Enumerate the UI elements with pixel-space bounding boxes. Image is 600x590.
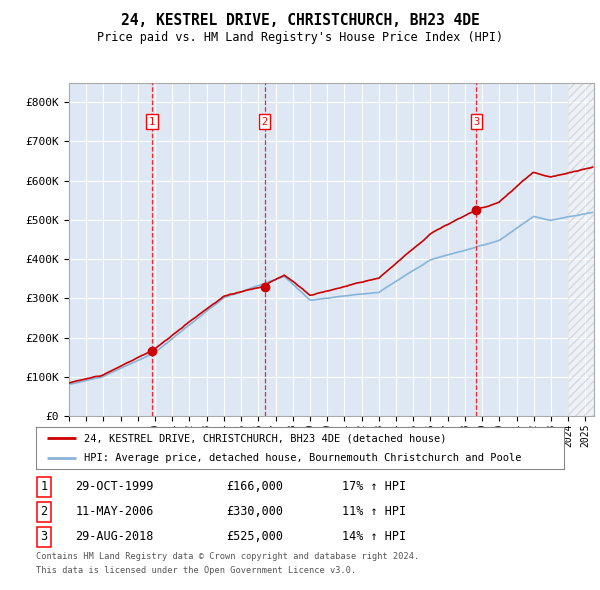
Text: 3: 3 — [40, 530, 47, 543]
Text: £525,000: £525,000 — [226, 530, 283, 543]
Text: Price paid vs. HM Land Registry's House Price Index (HPI): Price paid vs. HM Land Registry's House … — [97, 31, 503, 44]
Text: 14% ↑ HPI: 14% ↑ HPI — [342, 530, 406, 543]
Text: 3: 3 — [473, 117, 479, 127]
Text: £166,000: £166,000 — [226, 480, 283, 493]
Text: 2: 2 — [262, 117, 268, 127]
Text: 11% ↑ HPI: 11% ↑ HPI — [342, 505, 406, 519]
Text: 1: 1 — [40, 480, 47, 493]
Text: HPI: Average price, detached house, Bournemouth Christchurch and Poole: HPI: Average price, detached house, Bour… — [83, 454, 521, 463]
Text: 2: 2 — [40, 505, 47, 519]
Text: This data is licensed under the Open Government Licence v3.0.: This data is licensed under the Open Gov… — [36, 566, 356, 575]
Text: Contains HM Land Registry data © Crown copyright and database right 2024.: Contains HM Land Registry data © Crown c… — [36, 552, 419, 560]
Text: 24, KESTREL DRIVE, CHRISTCHURCH, BH23 4DE (detached house): 24, KESTREL DRIVE, CHRISTCHURCH, BH23 4D… — [83, 434, 446, 444]
Text: 17% ↑ HPI: 17% ↑ HPI — [342, 480, 406, 493]
Text: 29-AUG-2018: 29-AUG-2018 — [76, 530, 154, 543]
Text: 24, KESTREL DRIVE, CHRISTCHURCH, BH23 4DE: 24, KESTREL DRIVE, CHRISTCHURCH, BH23 4D… — [121, 13, 479, 28]
Text: 29-OCT-1999: 29-OCT-1999 — [76, 480, 154, 493]
Text: £330,000: £330,000 — [226, 505, 283, 519]
Text: 1: 1 — [149, 117, 155, 127]
Text: 11-MAY-2006: 11-MAY-2006 — [76, 505, 154, 519]
Bar — [568, 83, 594, 416]
